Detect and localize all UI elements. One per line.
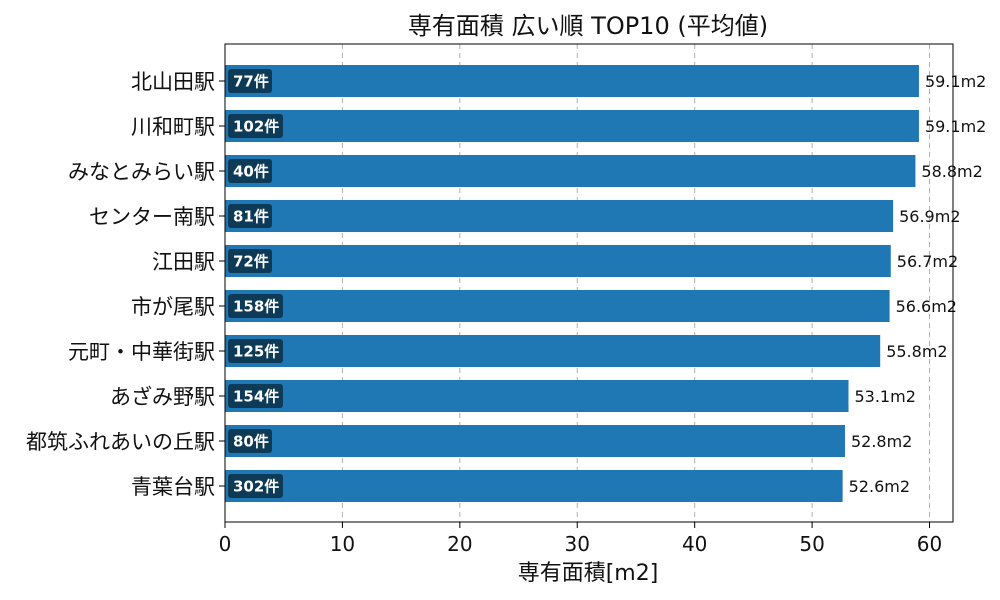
bar — [225, 200, 894, 232]
value-label: 55.8m2 — [886, 342, 947, 361]
y-axis-labels: 北山田駅川和町駅みなとみらい駅センター南駅江田駅市が尾駅元町・中華街駅あざみ野駅… — [26, 70, 225, 499]
x-tick-label: 50 — [799, 532, 824, 556]
category-label: 元町・中華街駅 — [68, 340, 215, 364]
x-tick-label: 60 — [917, 532, 942, 556]
value-label: 56.7m2 — [897, 252, 958, 271]
value-label: 58.8m2 — [921, 162, 982, 181]
plot-frame — [224, 43, 954, 523]
x-tick-label: 30 — [565, 532, 590, 556]
bar — [225, 380, 849, 412]
x-axis-ticks: 0 10 20 30 40 50 60 — [219, 522, 942, 556]
category-label: 北山田駅 — [131, 70, 215, 94]
x-axis-label: 専有面積[m2] — [518, 561, 659, 586]
bar — [225, 290, 890, 322]
count-badge — [228, 339, 283, 363]
category-label: 江田駅 — [152, 250, 215, 274]
bars: 77件 59.1m2 102件 59.1m2 40件 58.8m2 81件 56.9m2 72件… — [225, 65, 986, 502]
x-tick-label: 0 — [219, 532, 232, 556]
bar — [225, 335, 881, 367]
count-badge — [228, 69, 272, 93]
count-label: 158件 — [233, 298, 279, 316]
category-label: みなとみらい駅 — [68, 160, 215, 184]
bar — [225, 65, 919, 97]
bar — [225, 425, 845, 457]
x-tick-label: 20 — [447, 532, 472, 556]
value-label: 56.9m2 — [899, 207, 960, 226]
category-label: センター南駅 — [89, 205, 215, 229]
value-label: 52.8m2 — [851, 432, 912, 451]
category-label: 市が尾駅 — [131, 295, 215, 319]
count-label: 72件 — [233, 253, 269, 271]
value-label: 52.6m2 — [849, 477, 910, 496]
count-label: 154件 — [233, 388, 279, 406]
value-label: 53.1m2 — [854, 387, 915, 406]
category-label: 都筑ふれあいの丘駅 — [26, 430, 215, 454]
count-badge — [228, 384, 283, 408]
count-badge — [228, 249, 272, 273]
count-badge — [228, 294, 283, 318]
count-badge — [228, 204, 272, 228]
count-badge — [228, 114, 283, 138]
count-badge — [228, 474, 283, 498]
bar — [225, 155, 916, 187]
category-label: 青葉台駅 — [131, 475, 215, 499]
count-label: 80件 — [233, 433, 269, 451]
value-label: 59.1m2 — [925, 117, 986, 136]
category-label: あざみ野駅 — [110, 385, 215, 409]
count-label: 81件 — [233, 208, 269, 226]
count-label: 302件 — [233, 478, 279, 496]
value-label: 59.1m2 — [925, 72, 986, 91]
count-badge — [228, 429, 272, 453]
count-label: 40件 — [233, 163, 269, 181]
bar — [225, 470, 843, 502]
category-label: 川和町駅 — [131, 115, 215, 139]
count-label: 102件 — [233, 118, 279, 136]
bar — [225, 245, 891, 277]
x-tick-label: 40 — [682, 532, 707, 556]
count-label: 77件 — [233, 73, 269, 91]
chart-title: 専有面積 広い順 TOP10 (平均値) — [408, 12, 768, 40]
x-tick-label: 10 — [330, 532, 355, 556]
count-badge — [228, 159, 272, 183]
value-label: 56.6m2 — [896, 297, 957, 316]
count-label: 125件 — [233, 343, 279, 361]
bar — [225, 110, 919, 142]
